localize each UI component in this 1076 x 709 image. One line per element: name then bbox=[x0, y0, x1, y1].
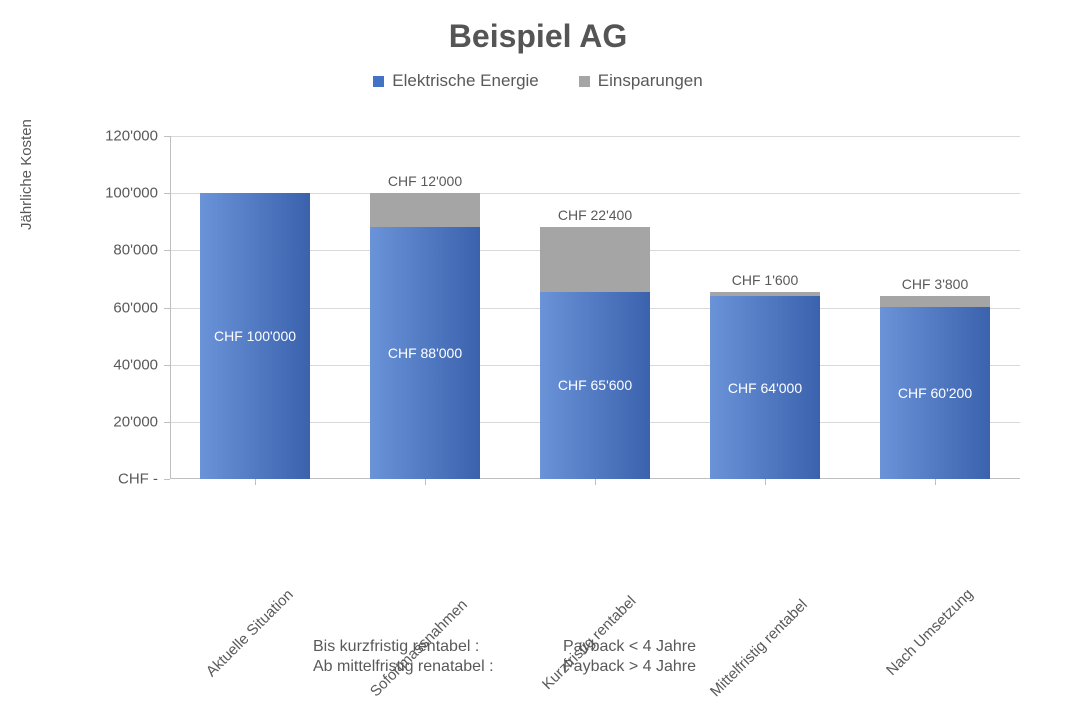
y-tick-label: 120'000 bbox=[78, 128, 158, 145]
bar-slot: CHF 1'600 CHF 64'000 bbox=[680, 136, 850, 479]
legend: Elektrische Energie Einsparungen bbox=[0, 71, 1076, 91]
x-label-slot: Mittelfristig rentabel bbox=[680, 492, 850, 622]
y-tick-mark bbox=[164, 479, 170, 480]
x-tick-mark bbox=[935, 479, 936, 485]
y-tick-label: 100'000 bbox=[78, 185, 158, 202]
x-axis-category-label: Nach Umsetzung bbox=[964, 504, 1057, 597]
bar-segment-energy: CHF 100'000 bbox=[200, 193, 310, 479]
legend-label-energy: Elektrische Energie bbox=[392, 71, 538, 91]
bar-segment-energy: CHF 60'200 bbox=[880, 307, 990, 479]
x-tick-mark bbox=[425, 479, 426, 485]
y-tick-label: CHF - bbox=[78, 471, 158, 488]
bar-stack: CHF 1'600CHF 64'000 bbox=[710, 292, 820, 479]
y-axis-label: Jährliche Kosten bbox=[18, 119, 35, 230]
y-tick-label: 40'000 bbox=[78, 356, 158, 373]
bar-slot: CHF 100'000 bbox=[170, 136, 340, 479]
footnotes: Bis kurzfristig rentabel : Payback < 4 J… bbox=[0, 638, 1076, 676]
chart-title: Beispiel AG bbox=[0, 0, 1076, 55]
y-tick-label: 80'000 bbox=[78, 242, 158, 259]
y-tick-label: 60'000 bbox=[78, 299, 158, 316]
bar-slot: CHF 3'800 CHF 60'200 bbox=[850, 136, 1020, 479]
bar-stack: CHF 100'000 bbox=[200, 193, 310, 479]
bar-stack: CHF 22'400CHF 65'600 bbox=[540, 227, 650, 479]
x-label-slot: Aktuelle Situation bbox=[170, 492, 340, 622]
x-tick-mark bbox=[765, 479, 766, 485]
x-label-slot: Kurzfristig rentabel bbox=[510, 492, 680, 622]
footnote-row-2: Ab mittelfristig renatabel : Payback > 4… bbox=[313, 658, 763, 676]
legend-item-energy: Elektrische Energie bbox=[373, 71, 538, 91]
footnote-1-left: Bis kurzfristig rentabel : bbox=[313, 638, 563, 656]
x-tick-mark bbox=[255, 479, 256, 485]
legend-item-savings: Einsparungen bbox=[579, 71, 703, 91]
bar-segment-savings bbox=[370, 193, 480, 227]
x-tick-mark bbox=[595, 479, 596, 485]
bar-segment-energy: CHF 88'000 bbox=[370, 227, 480, 479]
footnote-2-left: Ab mittelfristig renatabel : bbox=[313, 658, 563, 676]
plot-area: CHF -20'00040'00060'00080'000100'000120'… bbox=[170, 136, 1020, 479]
bar-saving-label: CHF 1'600 bbox=[685, 272, 845, 288]
bar-saving-label: CHF 12'000 bbox=[345, 173, 505, 189]
x-label-slot: Sofortmassnahmen bbox=[340, 492, 510, 622]
y-tick-label: 20'000 bbox=[78, 413, 158, 430]
legend-label-savings: Einsparungen bbox=[598, 71, 703, 91]
bar-saving-label: CHF 3'800 bbox=[855, 276, 1015, 292]
bar-segment-savings bbox=[540, 227, 650, 291]
bar-saving-label: CHF 22'400 bbox=[515, 207, 675, 223]
bar-slot: CHF 22'400 CHF 65'600 bbox=[510, 136, 680, 479]
x-label-slot: Nach Umsetzung bbox=[850, 492, 1020, 622]
bar-stack: CHF 12'000CHF 88'000 bbox=[370, 193, 480, 479]
legend-swatch-savings bbox=[579, 76, 590, 87]
x-axis-labels: Aktuelle SituationSofortmassnahmenKurzfr… bbox=[170, 492, 1020, 622]
footnote-1-right: Payback < 4 Jahre bbox=[563, 638, 763, 656]
bar-segment-energy: CHF 65'600 bbox=[540, 292, 650, 480]
bar-segment-energy: CHF 64'000 bbox=[710, 296, 820, 479]
footnote-2-right: Payback > 4 Jahre bbox=[563, 658, 763, 676]
bar-stack: CHF 3'800CHF 60'200 bbox=[880, 296, 990, 479]
bars-container: CHF 100'000 CHF 12'000 CHF 88'000 CHF 22'40… bbox=[170, 136, 1020, 479]
bar-slot: CHF 12'000 CHF 88'000 bbox=[340, 136, 510, 479]
legend-swatch-energy bbox=[373, 76, 384, 87]
bar-segment-savings bbox=[880, 296, 990, 307]
footnote-row-1: Bis kurzfristig rentabel : Payback < 4 J… bbox=[313, 638, 763, 656]
